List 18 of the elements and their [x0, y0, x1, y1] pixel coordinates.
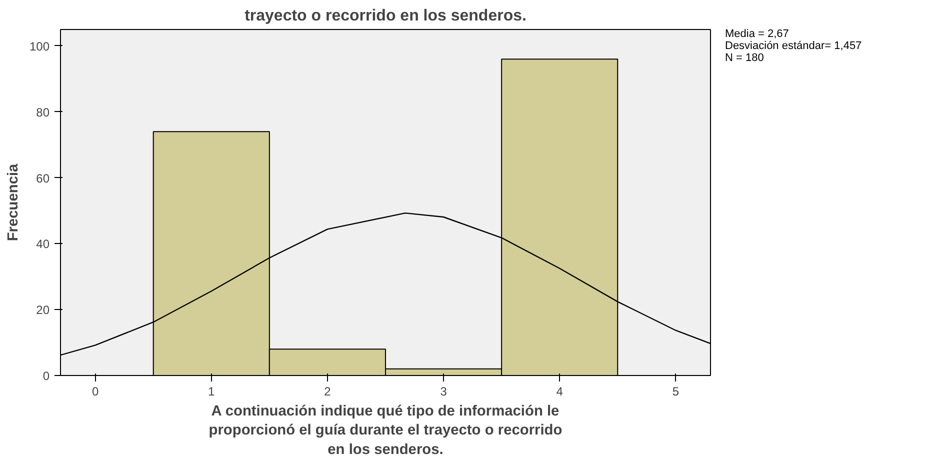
x-tick-label: 2: [324, 384, 332, 398]
x-tick-label: 3: [440, 384, 448, 398]
x-tick-label: 5: [672, 384, 680, 398]
text: Media = 2,67: [725, 28, 789, 40]
y-tick-label: 20: [36, 303, 50, 318]
y-axis-title: Frecuencia: [5, 162, 22, 242]
y-tick-label: 60: [36, 171, 50, 186]
x-tick-label: 1: [208, 384, 216, 398]
x-tick-label: 4: [556, 384, 564, 398]
x-tick-label: 0: [92, 384, 99, 398]
y-tick-label: 40: [36, 237, 50, 252]
x-axis-title: A continuación indique qué tipo de información le proporcionó el guía durante el trayecto o recorrido en los senderos.: [208, 404, 562, 458]
y-tick-label: 0: [42, 369, 50, 383]
text: N = 180: [725, 52, 764, 64]
y-tick-label: 100: [29, 39, 50, 54]
text: Desviación estándar= 1,457: [725, 40, 862, 52]
y-tick-label: 80: [36, 105, 50, 120]
chart-title: trayecto o recorrido en los senderos.: [244, 8, 526, 24]
